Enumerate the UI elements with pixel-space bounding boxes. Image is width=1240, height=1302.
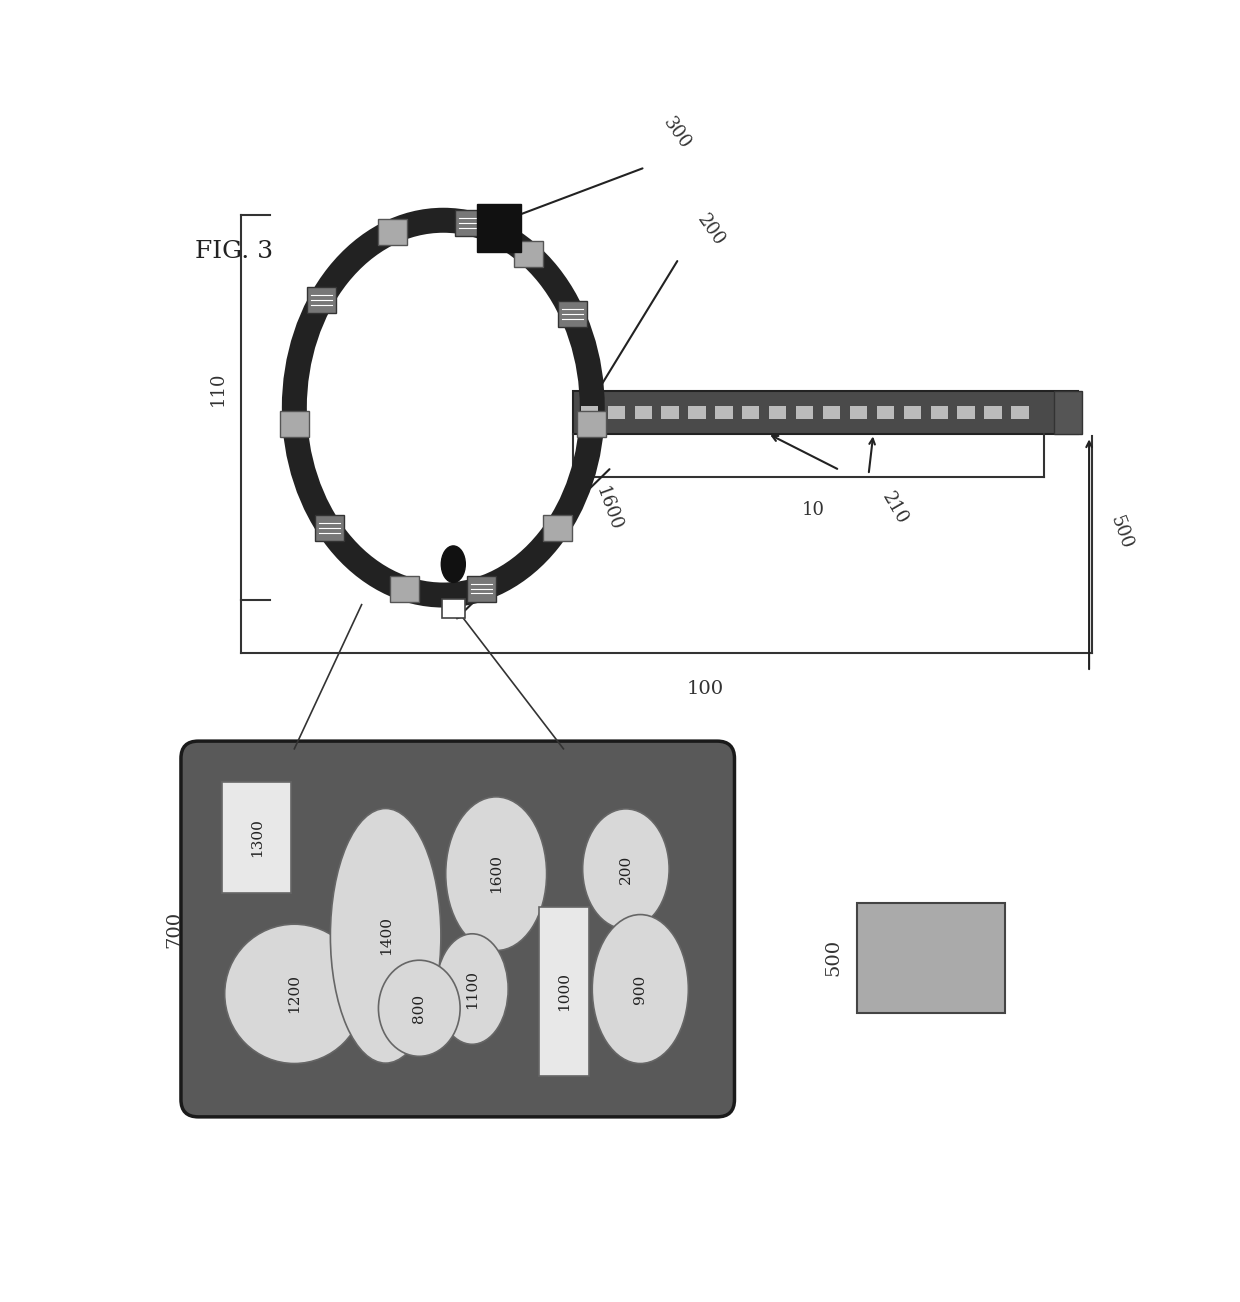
Text: 300: 300 <box>660 115 694 154</box>
Bar <box>573 392 1078 434</box>
Bar <box>1012 406 1028 419</box>
Ellipse shape <box>224 924 365 1064</box>
Bar <box>539 907 589 1075</box>
Bar <box>715 406 733 419</box>
Text: 1400: 1400 <box>378 917 393 956</box>
Text: 100: 100 <box>687 680 724 698</box>
Text: 1200: 1200 <box>288 974 301 1013</box>
FancyBboxPatch shape <box>455 210 484 236</box>
FancyBboxPatch shape <box>441 599 465 618</box>
Ellipse shape <box>445 797 547 950</box>
Bar <box>877 406 894 419</box>
Text: FIG. 3: FIG. 3 <box>196 241 274 263</box>
Text: 1100: 1100 <box>465 970 479 1009</box>
FancyBboxPatch shape <box>515 241 543 267</box>
Text: 10: 10 <box>802 501 825 519</box>
Ellipse shape <box>441 546 465 582</box>
Bar <box>1054 392 1083 434</box>
Text: 1600: 1600 <box>593 484 625 534</box>
FancyBboxPatch shape <box>558 301 587 327</box>
Bar <box>957 406 975 419</box>
Text: 500: 500 <box>825 939 842 976</box>
Bar <box>743 406 759 419</box>
Ellipse shape <box>378 961 460 1056</box>
Bar <box>796 406 813 419</box>
Bar <box>580 406 598 419</box>
FancyBboxPatch shape <box>477 204 521 253</box>
Ellipse shape <box>583 809 670 930</box>
Text: 1600: 1600 <box>489 854 503 893</box>
Text: 1000: 1000 <box>558 973 572 1010</box>
Text: 1300: 1300 <box>250 818 264 857</box>
Text: 800: 800 <box>412 993 427 1023</box>
Bar <box>985 406 1002 419</box>
FancyBboxPatch shape <box>467 575 496 602</box>
Bar <box>849 406 867 419</box>
FancyBboxPatch shape <box>391 575 419 602</box>
FancyBboxPatch shape <box>306 288 336 314</box>
Bar <box>904 406 921 419</box>
Text: 210: 210 <box>878 490 911 529</box>
FancyBboxPatch shape <box>378 219 407 245</box>
Ellipse shape <box>593 914 688 1064</box>
FancyBboxPatch shape <box>543 516 572 542</box>
Text: 500: 500 <box>1106 513 1135 552</box>
FancyBboxPatch shape <box>181 741 734 1117</box>
FancyBboxPatch shape <box>280 411 309 437</box>
Bar <box>608 406 625 419</box>
Bar <box>823 406 841 419</box>
Text: 200: 200 <box>619 854 632 884</box>
Bar <box>857 902 1006 1013</box>
Bar <box>222 783 291 893</box>
FancyBboxPatch shape <box>315 516 343 542</box>
Bar <box>930 406 947 419</box>
Text: 900: 900 <box>634 974 647 1004</box>
Ellipse shape <box>436 934 508 1044</box>
FancyBboxPatch shape <box>578 411 606 437</box>
Text: 700: 700 <box>166 910 184 948</box>
Bar <box>635 406 652 419</box>
Text: 200: 200 <box>693 211 728 249</box>
Bar <box>661 406 678 419</box>
Bar <box>688 406 706 419</box>
Text: 110: 110 <box>208 371 227 406</box>
Ellipse shape <box>330 809 441 1064</box>
Bar <box>769 406 786 419</box>
